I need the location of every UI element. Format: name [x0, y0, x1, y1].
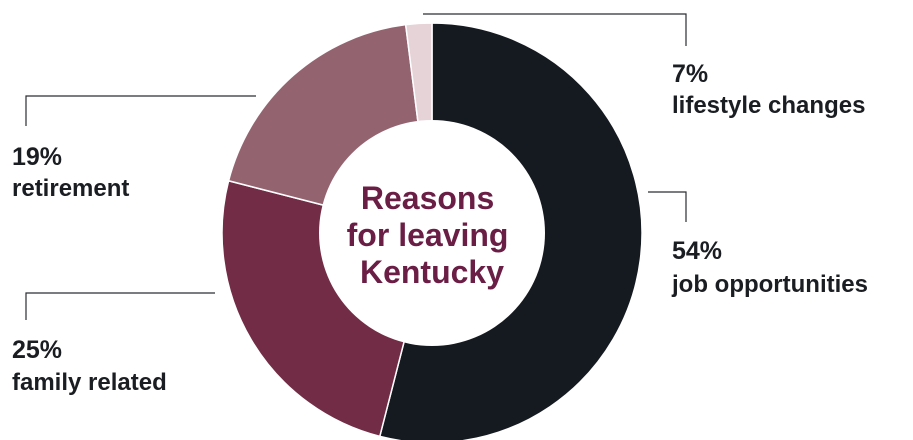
label-pct-retirement: 19% — [12, 143, 62, 171]
leader-line-job-opportunities — [648, 191, 687, 222]
label-name-lifestyle-changes: lifestyle changes — [672, 92, 865, 119]
label-pct-family-related: 25% — [12, 336, 62, 364]
leader-line-lifestyle-changes — [423, 13, 687, 46]
leader-line-family-related — [25, 292, 215, 320]
label-name-job-opportunities: job opportunities — [671, 271, 868, 298]
center-title-line-1: Reasons — [361, 180, 494, 216]
donut-hole — [319, 120, 545, 346]
label-pct-lifestyle-changes: 7% — [672, 60, 708, 88]
label-pct-job-opportunities: 54% — [672, 237, 722, 265]
center-title: Reasons for leaving Kentucky — [347, 180, 518, 290]
center-title-line-3: Kentucky — [360, 254, 504, 290]
leader-line-retirement — [25, 95, 256, 126]
center-title-line-2: for leaving — [347, 217, 509, 253]
label-name-retirement: retirement — [12, 175, 129, 202]
label-name-family-related: family related — [12, 369, 167, 396]
